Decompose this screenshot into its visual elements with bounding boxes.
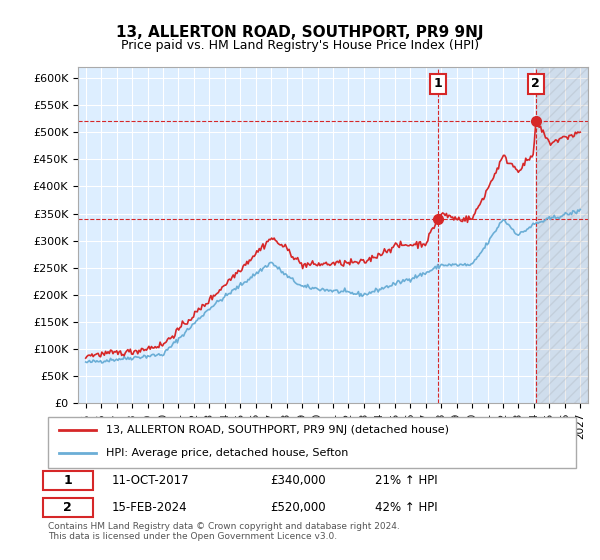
Text: 1: 1: [63, 474, 72, 487]
Text: Price paid vs. HM Land Registry's House Price Index (HPI): Price paid vs. HM Land Registry's House …: [121, 39, 479, 52]
Text: 2: 2: [63, 501, 72, 514]
FancyBboxPatch shape: [43, 498, 93, 517]
Text: 15-FEB-2024: 15-FEB-2024: [112, 501, 187, 514]
Text: 13, ALLERTON ROAD, SOUTHPORT, PR9 9NJ: 13, ALLERTON ROAD, SOUTHPORT, PR9 9NJ: [116, 25, 484, 40]
Text: Contains HM Land Registry data © Crown copyright and database right 2024.
This d: Contains HM Land Registry data © Crown c…: [48, 522, 400, 542]
Text: HPI: Average price, detached house, Sefton: HPI: Average price, detached house, Seft…: [106, 449, 349, 459]
Text: 1: 1: [433, 77, 442, 90]
Text: 21% ↑ HPI: 21% ↑ HPI: [376, 474, 438, 487]
Text: 2: 2: [532, 77, 540, 90]
FancyBboxPatch shape: [48, 417, 576, 468]
Text: £520,000: £520,000: [270, 501, 325, 514]
Text: 11-OCT-2017: 11-OCT-2017: [112, 474, 189, 487]
Bar: [536, 67, 588, 403]
Text: 13, ALLERTON ROAD, SOUTHPORT, PR9 9NJ (detached house): 13, ALLERTON ROAD, SOUTHPORT, PR9 9NJ (d…: [106, 425, 449, 435]
Text: 42% ↑ HPI: 42% ↑ HPI: [376, 501, 438, 514]
Text: £340,000: £340,000: [270, 474, 325, 487]
FancyBboxPatch shape: [43, 472, 93, 491]
